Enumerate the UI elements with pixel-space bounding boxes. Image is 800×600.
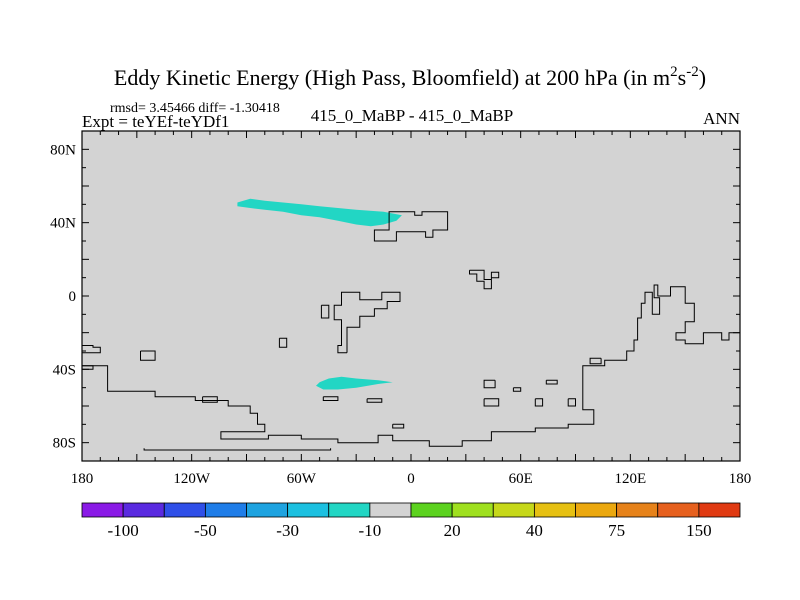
map-panel: 180 120W 60W 0 60E 120E 180 80N 40N 0 40S 80S [50,130,752,487]
coastline-segment [589,357,602,365]
colorbar: -100 -50 -30 -10 20 40 75 150 [81,502,741,540]
axis-ticks [81,130,741,462]
chart-title-sup1: 2 [670,64,678,80]
coastline-segment [392,423,405,429]
colorbar-box [410,502,453,518]
colorbar-box [533,502,576,518]
anomaly-north-atlantic-jet [237,198,402,227]
anomaly-layer [237,198,402,390]
colorbar-box [287,502,330,518]
x-tick-label: 60W [287,471,317,487]
y-tick-label: 80S [53,436,76,452]
x-tick-label: 120W [173,471,211,487]
colorbar-label: 40 [526,521,543,540]
colorbar-box [328,502,371,518]
colorbar-box [81,502,124,518]
x-tick-label: 60E [509,471,533,487]
colorbar-box [657,502,700,518]
coastline-segment [534,398,544,407]
colorbar-label: 75 [608,521,625,540]
stats-label: rmsd= 3.45466 diff= -1.30418 [110,101,280,116]
colorbar-boxes [81,502,741,518]
colorbar-box [492,502,535,518]
coastline-segment [469,269,500,290]
colorbar-box [369,502,412,518]
x-tick-labels: 180 120W 60W 0 60E 120E 180 [71,471,752,487]
y-tick-label: 0 [69,289,77,305]
coastline-segment [366,398,383,403]
y-tick-label: 80N [50,142,76,158]
colorbar-box [163,502,206,518]
coastline-segment [512,387,522,392]
coastline-segment [373,211,449,242]
x-tick-label: 180 [71,471,94,487]
coastline-segment [278,337,288,348]
chart-title-mid: s [678,65,687,90]
map-background [82,131,740,461]
chart-title-main: Eddy Kinetic Energy (High Pass, Bloomfie… [114,65,670,90]
chart-title: Eddy Kinetic Energy (High Pass, Bloomfie… [114,64,706,90]
coastline-segment [567,398,576,407]
case-label: 415_0_MaBP - 415_0_MaBP [311,106,513,125]
colorbar-label: -100 [108,521,139,540]
colorbar-box [616,502,659,518]
colorbar-labels: -100 -50 -30 -10 20 40 75 150 [108,521,712,540]
experiment-label: Expt = teYEf-teYDf1 [82,112,229,131]
colorbar-label: -30 [276,521,299,540]
colorbar-box [451,502,494,518]
coastline-segment [140,350,156,361]
colorbar-box [204,502,247,518]
colorbar-box [698,502,741,518]
x-tick-label: 0 [407,471,415,487]
coastline-segment [483,379,496,389]
colorbar-label: 150 [686,521,712,540]
chart-title-end: ) [699,65,706,90]
coastline-segment [143,448,332,451]
colorbar-box [575,502,618,518]
y-tick-label: 40N [50,216,76,232]
colorbar-box [122,502,165,518]
x-tick-label: 120E [614,471,646,487]
colorbar-label: 20 [444,521,461,540]
colorbar-box [246,502,289,518]
coastline-segment [333,291,401,354]
coastline-segment [320,304,330,319]
y-tick-labels: 80N 40N 0 40S 80S [50,142,76,451]
season-label: ANN [703,109,740,128]
coastline-layer [81,211,740,451]
coastline-segment [483,398,500,407]
coastline-segment [82,284,740,447]
x-tick-label: 180 [729,471,752,487]
colorbar-label: -10 [359,521,382,540]
anomaly-south-atlantic-jet [316,376,393,390]
coastline-segment [202,396,218,403]
coastline-segment [322,396,339,401]
colorbar-label: -50 [194,521,217,540]
y-tick-label: 40S [53,362,76,378]
chart-title-sup2: -2 [686,64,699,80]
coastline-segment [545,379,558,385]
